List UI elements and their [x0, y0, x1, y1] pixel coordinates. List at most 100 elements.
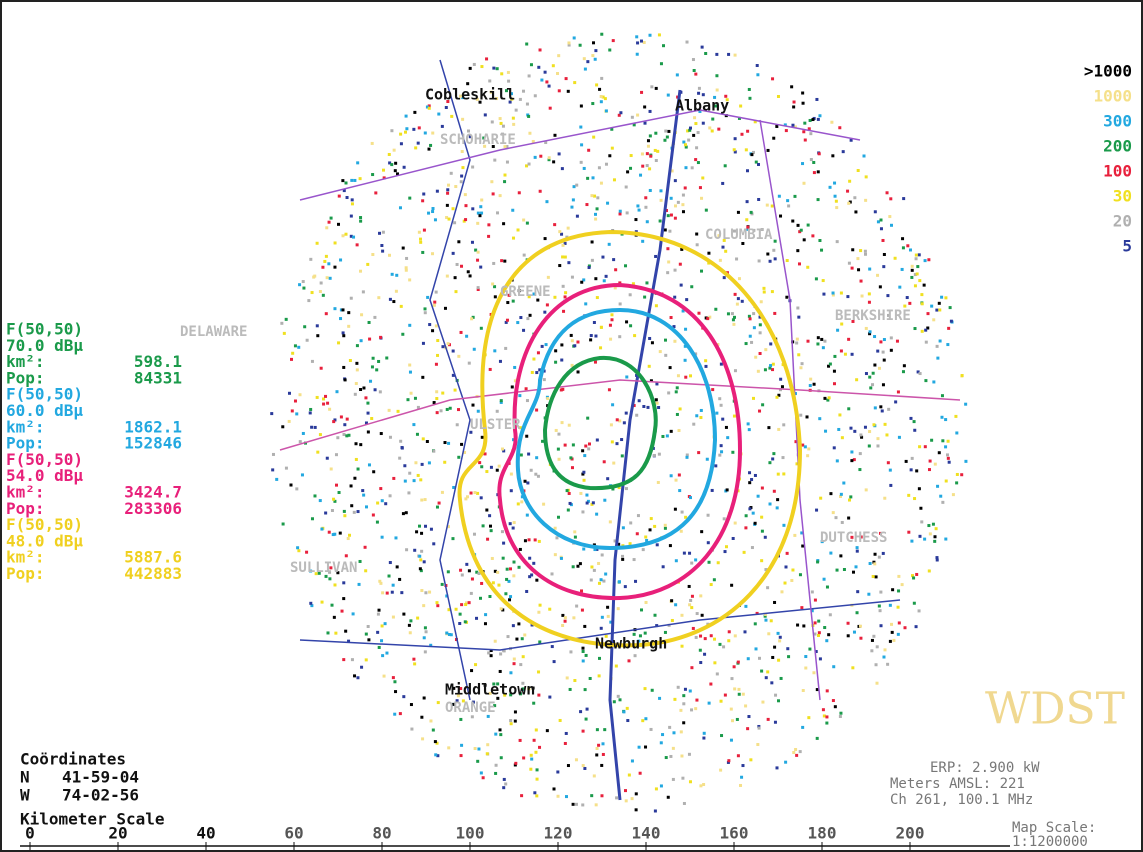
density-dot	[424, 525, 427, 528]
density-dot	[512, 527, 515, 530]
density-dot	[372, 357, 375, 360]
density-dot	[918, 487, 921, 490]
density-dot	[596, 196, 599, 199]
density-dot	[790, 579, 793, 582]
density-dot	[591, 240, 594, 243]
density-dot	[735, 257, 738, 260]
density-dot	[670, 316, 673, 319]
density-dot	[586, 60, 589, 63]
density-dot	[554, 553, 557, 556]
density-dot	[766, 670, 769, 673]
density-dot	[731, 312, 734, 315]
density-dot	[853, 631, 856, 634]
density-dot	[402, 512, 405, 515]
density-dot	[897, 390, 900, 393]
density-dot	[548, 696, 551, 699]
density-dot	[583, 625, 586, 628]
density-dot	[836, 329, 839, 332]
density-dot	[338, 195, 341, 198]
density-dot	[385, 356, 388, 359]
density-dot	[779, 378, 782, 381]
density-dot	[720, 444, 723, 447]
density-dot	[568, 492, 571, 495]
height: Meters AMSL: 221	[890, 776, 1025, 792]
density-dot	[875, 663, 878, 666]
density-dot	[878, 556, 881, 559]
density-dot	[829, 186, 832, 189]
density-dot	[436, 411, 439, 414]
density-dot	[451, 537, 454, 540]
density-dot	[804, 667, 807, 670]
density-dot	[388, 409, 391, 412]
density-dot	[784, 565, 787, 568]
density-dot	[583, 454, 586, 457]
density-dot	[842, 150, 845, 153]
density-dot	[802, 182, 805, 185]
density-dot	[802, 130, 805, 133]
density-dot	[490, 529, 493, 532]
density-dot	[649, 134, 652, 137]
density-dot	[555, 429, 558, 432]
density-dot	[488, 79, 491, 82]
density-dot	[493, 285, 496, 288]
density-dot	[428, 148, 431, 151]
density-dot	[352, 236, 355, 239]
density-dot	[796, 624, 799, 627]
density-dot	[436, 354, 439, 357]
density-dot	[594, 361, 597, 364]
density-dot	[692, 58, 695, 61]
density-dot	[428, 107, 431, 110]
density-dot	[690, 666, 693, 669]
density-dot	[911, 265, 914, 268]
density-dot	[378, 609, 381, 612]
density-dot	[851, 666, 854, 669]
density-dot	[275, 478, 278, 481]
density-dot	[830, 121, 833, 124]
density-dot	[445, 632, 448, 635]
density-dot	[932, 380, 935, 383]
density-dot	[809, 378, 812, 381]
density-dot	[338, 491, 341, 494]
density-dot	[468, 362, 471, 365]
channel: Ch 261, 100.1 MHz	[890, 792, 1033, 808]
density-dot	[600, 627, 603, 630]
density-dot	[564, 295, 567, 298]
density-dot	[774, 257, 777, 260]
density-dot	[649, 155, 652, 158]
density-dot	[518, 191, 521, 194]
density-dot	[684, 376, 687, 379]
density-dot	[342, 334, 345, 337]
density-dot	[689, 599, 692, 602]
density-dot	[694, 122, 697, 125]
density-dot	[537, 611, 540, 614]
density-dot	[471, 207, 474, 210]
density-dot	[936, 357, 939, 360]
density-dot	[918, 253, 921, 256]
density-dot	[456, 423, 459, 426]
density-dot	[365, 658, 368, 661]
density-dot	[310, 426, 313, 429]
density-dot	[906, 244, 909, 247]
density-dot	[390, 129, 393, 132]
density-dot	[592, 41, 595, 44]
density-dot	[814, 599, 817, 602]
density-dot	[430, 528, 433, 531]
density-dot	[635, 414, 638, 417]
density-dot	[270, 412, 273, 415]
density-dot	[606, 606, 609, 609]
density-dot	[595, 803, 598, 806]
density-dot	[913, 420, 916, 423]
density-dot	[760, 670, 763, 673]
density-dot	[595, 83, 598, 86]
lat-label: N	[20, 768, 30, 787]
density-dot	[566, 489, 569, 492]
density-dot	[660, 199, 663, 202]
density-dot	[611, 147, 614, 150]
density-dot	[740, 133, 743, 136]
density-dot	[520, 500, 523, 503]
density-dot	[570, 334, 573, 337]
density-dot	[748, 481, 751, 484]
density-dot	[330, 217, 333, 220]
density-dot	[447, 342, 450, 345]
density-dot	[666, 136, 669, 139]
